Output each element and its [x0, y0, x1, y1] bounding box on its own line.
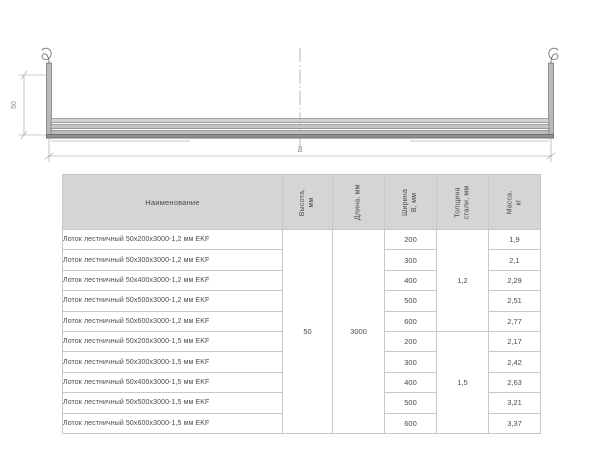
- dimension-height-label: 50: [11, 101, 18, 109]
- column-header-width-label: Ширина B, мм: [402, 188, 418, 216]
- column-header-name-label: Наименование: [145, 197, 200, 207]
- column-header-height-label: Высота, мм: [298, 188, 315, 216]
- cell-width: 400: [384, 269, 437, 292]
- cell-mass: 1,9: [488, 228, 541, 251]
- table-row: Лоток лестничный 50x600x3000-1,5 мм EKF 6…: [62, 412, 541, 434]
- tray-rungs: [50, 118, 550, 135]
- cell-thickness: 1,5: [436, 330, 489, 434]
- specification-table: Наименование Высота, мм Длина, мм Ширина…: [62, 174, 541, 434]
- column-header-height: Высота, мм: [282, 174, 333, 230]
- specification-table-container: Наименование Высота, мм Длина, мм Ширина…: [62, 174, 541, 434]
- table-row: Лоток лестничный 50x200x3000-1,2 мм EKF 5…: [62, 228, 541, 434]
- cell-product-name: Лоток лестничный 50x300x3000-1,2 мм EKF: [62, 249, 283, 271]
- cell-width: 500: [384, 392, 437, 414]
- tray-base-flange: [46, 134, 554, 139]
- cell-mass: 2,51: [488, 290, 541, 312]
- cell-mass: 2,77: [488, 310, 541, 332]
- table-row: Лоток лестничный 50x300x3000-1,5 мм EKF 3…: [62, 351, 541, 373]
- cell-product-name: Лоток лестничный 50x600x3000-1,2 мм EKF: [62, 310, 283, 332]
- table-body: Лоток лестничный 50x200x3000-1,2 мм EKF 5…: [62, 228, 541, 434]
- cell-product-name: Лоток лестничный 50x500x3000-1,5 мм EKF: [62, 392, 283, 414]
- column-header-thickness-label: Толщина стали, мм: [454, 185, 470, 219]
- cell-product-name: Лоток лестничный 50x200x3000-1,5 мм EKF: [62, 330, 283, 353]
- dimension-width-label: B: [298, 145, 303, 154]
- table-row: Лоток лестничный 50x600x3000-1,2 мм EKF 6…: [62, 310, 541, 332]
- cell-length: 3000: [332, 229, 385, 434]
- cell-mass: 3,21: [488, 392, 541, 414]
- tray-right-side-rail: [548, 47, 559, 139]
- cell-mass: 3,37: [488, 412, 541, 434]
- column-header-width: Ширина B, мм: [384, 174, 437, 230]
- cell-width: 600: [384, 310, 437, 332]
- cell-width: 300: [384, 351, 437, 373]
- cell-mass: 2,63: [488, 371, 541, 394]
- cell-product-name: Лоток лестничный 50x200x3000-1,2 мм EKF: [62, 228, 283, 251]
- table-row: Лоток лестничный 50x200x3000-1,5 мм EKF 2…: [62, 330, 541, 434]
- cell-width: 200: [384, 228, 437, 251]
- column-header-length: Длина, мм: [332, 174, 385, 230]
- cell-width: 300: [384, 249, 437, 271]
- table-row: Лоток лестничный 50x300x3000-1,2 мм EKF 3…: [62, 249, 541, 271]
- column-header-thickness: Толщина стали, мм: [436, 174, 489, 230]
- cell-width: 200: [384, 330, 437, 353]
- cell-mass: 2,17: [488, 330, 541, 353]
- cell-mass: 2,42: [488, 351, 541, 373]
- cell-mass: 2,29: [488, 269, 541, 292]
- cell-width: 500: [384, 290, 437, 312]
- cell-product-name: Лоток лестничный 50x600x3000-1,5 мм EKF: [62, 412, 283, 434]
- dimension-width: [44, 138, 556, 162]
- cell-product-name: Лоток лестничный 50x500x3000-1,2 мм EKF: [62, 290, 283, 312]
- table-header-row: Наименование Высота, мм Длина, мм Ширина…: [62, 174, 541, 230]
- cell-height: 50: [282, 229, 333, 434]
- cell-width: 400: [384, 371, 437, 394]
- column-header-length-label: Длина, мм: [354, 184, 362, 220]
- column-header-name: Наименование: [62, 174, 283, 230]
- cell-product-name: Лоток лестничный 50x300x3000-1,5 мм EKF: [62, 351, 283, 373]
- cell-product-name: Лоток лестничный 50x400x3000-1,2 мм EKF: [62, 269, 283, 292]
- cell-width: 600: [384, 412, 437, 434]
- column-header-mass: Масса, кг: [488, 174, 541, 230]
- column-header-mass-label: Масса, кг: [506, 190, 522, 214]
- table-row: Лоток лестничный 50x500x3000-1,2 мм EKF 5…: [62, 290, 541, 312]
- cell-thickness: 1,2: [436, 229, 489, 332]
- technical-drawing: 50 B: [11, 47, 559, 162]
- cell-product-name: Лоток лестничный 50x400x3000-1,5 мм EKF: [62, 371, 283, 394]
- table-row: Лоток лестничный 50x400x3000-1,5 мм EKF 4…: [62, 371, 541, 394]
- tray-left-side-rail: [41, 47, 52, 139]
- cell-mass: 2,1: [488, 249, 541, 271]
